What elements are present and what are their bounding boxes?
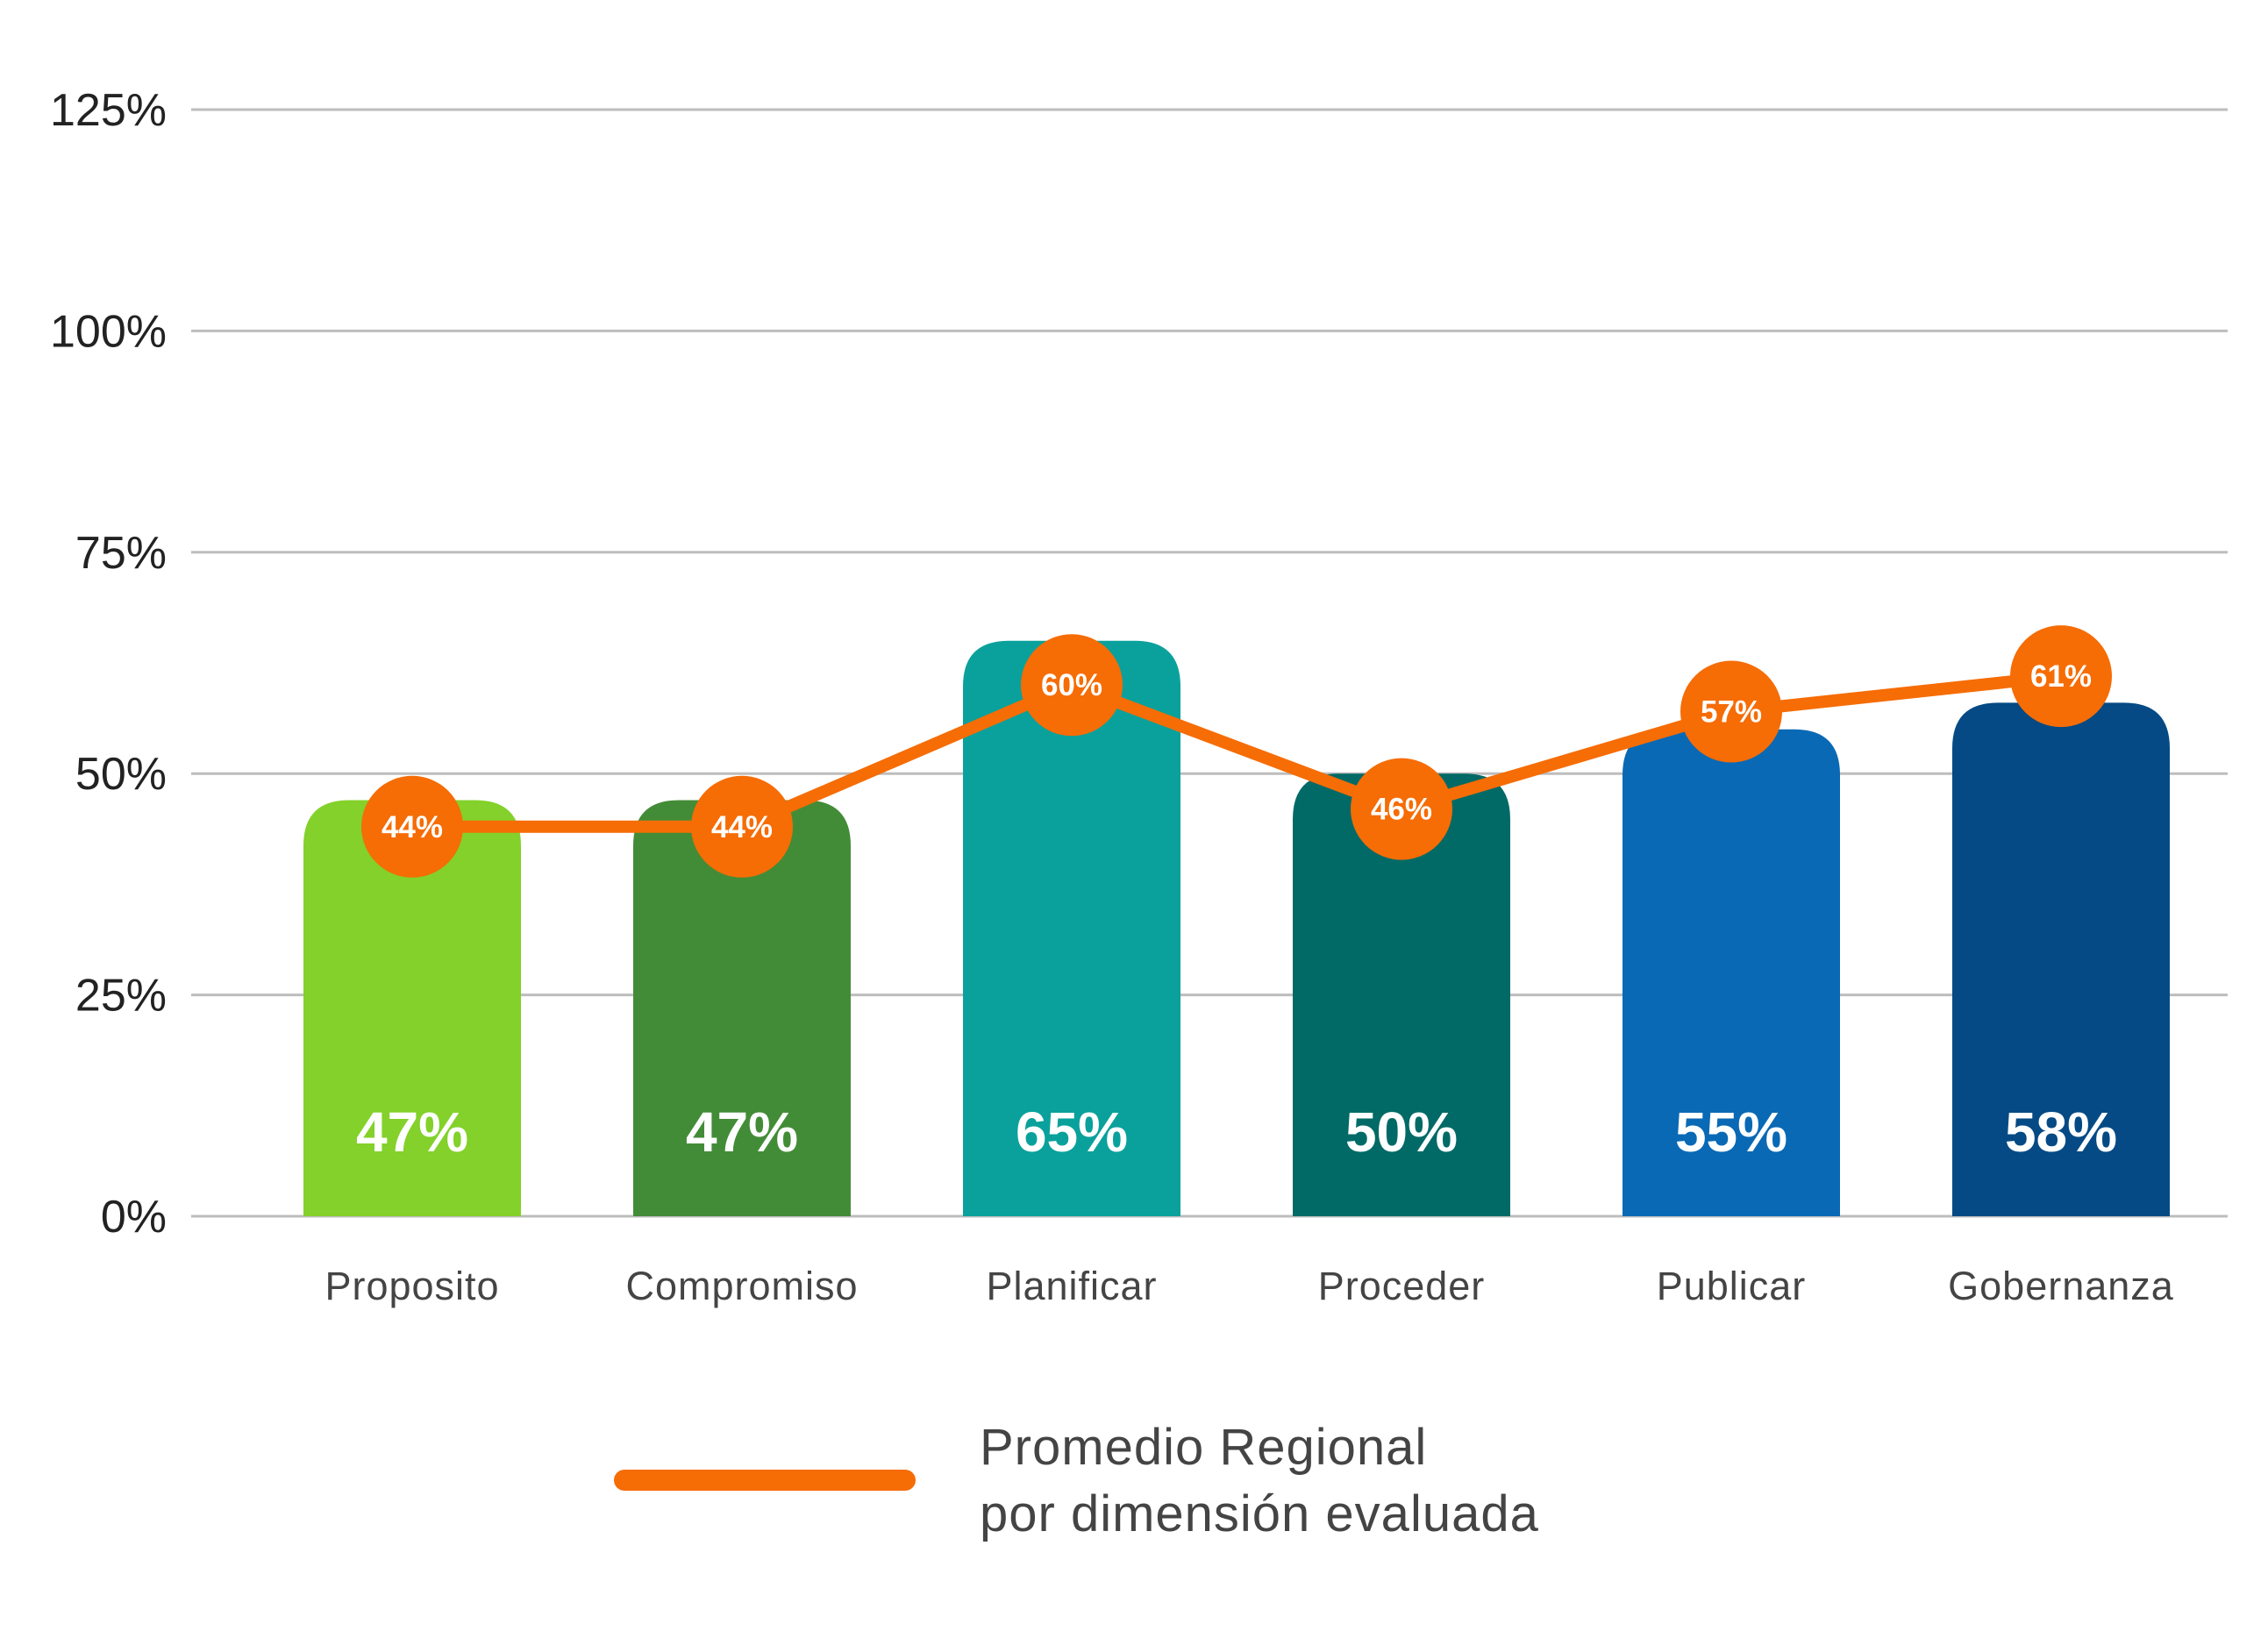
legend-label-line-2: por dimensión evaluada <box>980 1485 1539 1542</box>
y-axis-tick-labels: 0% 25% 50% 75% 100% 125% <box>50 85 167 1243</box>
average-line <box>412 670 2062 833</box>
average-point-label: 60% <box>1041 668 1102 702</box>
bar-gobernanza <box>1952 702 2170 1216</box>
y-tick-label: 75% <box>75 528 167 579</box>
legend: Promedio Regional por dimensión evaluada <box>614 1419 1539 1542</box>
bar-value-label: 55% <box>1675 1100 1787 1164</box>
y-tick-label: 50% <box>75 749 167 800</box>
category-label: Proceder <box>1318 1264 1486 1308</box>
average-point-marker <box>691 775 793 878</box>
y-tick-label: 100% <box>50 306 167 357</box>
average-point-marker <box>361 775 463 878</box>
bar-value-label: 50% <box>1345 1100 1458 1164</box>
y-tick-label: 125% <box>50 85 167 136</box>
category-label: Publicar <box>1657 1264 1807 1308</box>
average-point-label: 57% <box>1701 695 1762 730</box>
average-point-label: 44% <box>711 810 773 844</box>
category-label: Compromiso <box>625 1264 858 1308</box>
bar-value-labels: 47% 47% 65% 50% 55% 58% <box>356 1100 2117 1164</box>
bar-proceder <box>1293 773 1510 1216</box>
bar-value-label: 47% <box>686 1100 798 1164</box>
category-label: Planificar <box>986 1264 1157 1308</box>
average-line-points: 44% 44% 60% 46% 57% 61% <box>361 625 2112 878</box>
bar-value-label: 47% <box>356 1100 468 1164</box>
average-point-marker <box>1021 634 1123 737</box>
average-point-marker <box>1351 758 1452 860</box>
category-label: Gobernanza <box>1948 1264 2174 1308</box>
bar-value-label: 58% <box>2005 1100 2117 1164</box>
average-line-series <box>412 670 2062 833</box>
x-axis-category-labels: Proposito Compromiso Planificar Proceder Pub… <box>325 1264 2174 1308</box>
bar-compromiso <box>633 800 851 1216</box>
average-point-label: 46% <box>1371 793 1432 827</box>
category-label: Proposito <box>325 1264 499 1308</box>
y-tick-label: 25% <box>75 971 167 1022</box>
legend-label-line-1: Promedio Regional <box>980 1419 1427 1476</box>
bar-proposito <box>303 800 521 1216</box>
bar-publicar <box>1623 729 1840 1216</box>
y-tick-label: 0% <box>101 1192 167 1243</box>
average-point-marker <box>1680 660 1782 763</box>
bars <box>303 640 2170 1216</box>
average-point-marker <box>2010 625 2112 728</box>
average-point-label: 44% <box>382 810 443 844</box>
bar-planificar <box>963 640 1180 1216</box>
bar-value-label: 65% <box>1016 1100 1128 1164</box>
grid-lines <box>191 108 2228 1218</box>
average-point-label: 61% <box>2030 659 2092 694</box>
